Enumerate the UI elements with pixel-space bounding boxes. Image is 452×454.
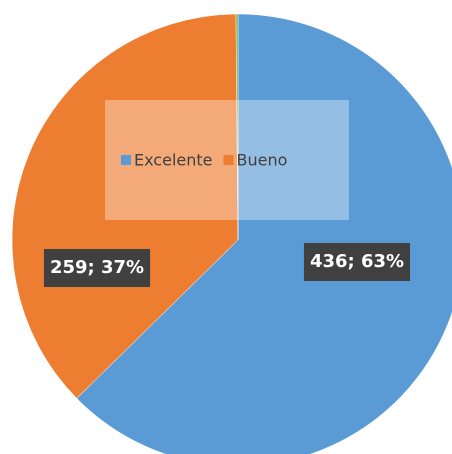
legend-label: Excelente	[134, 151, 212, 170]
data-label-box	[43, 249, 151, 287]
legend-label: Bueno	[236, 151, 287, 170]
data-label: 259; 37%	[50, 257, 144, 278]
legend-swatch	[121, 155, 131, 165]
legend-swatch	[223, 155, 234, 165]
pie-slice	[235, 13, 239, 241]
pie-slice	[11, 13, 239, 399]
data-label-box	[303, 243, 411, 281]
pie-slice	[76, 13, 452, 454]
data-label: 436; 63%	[310, 251, 404, 272]
